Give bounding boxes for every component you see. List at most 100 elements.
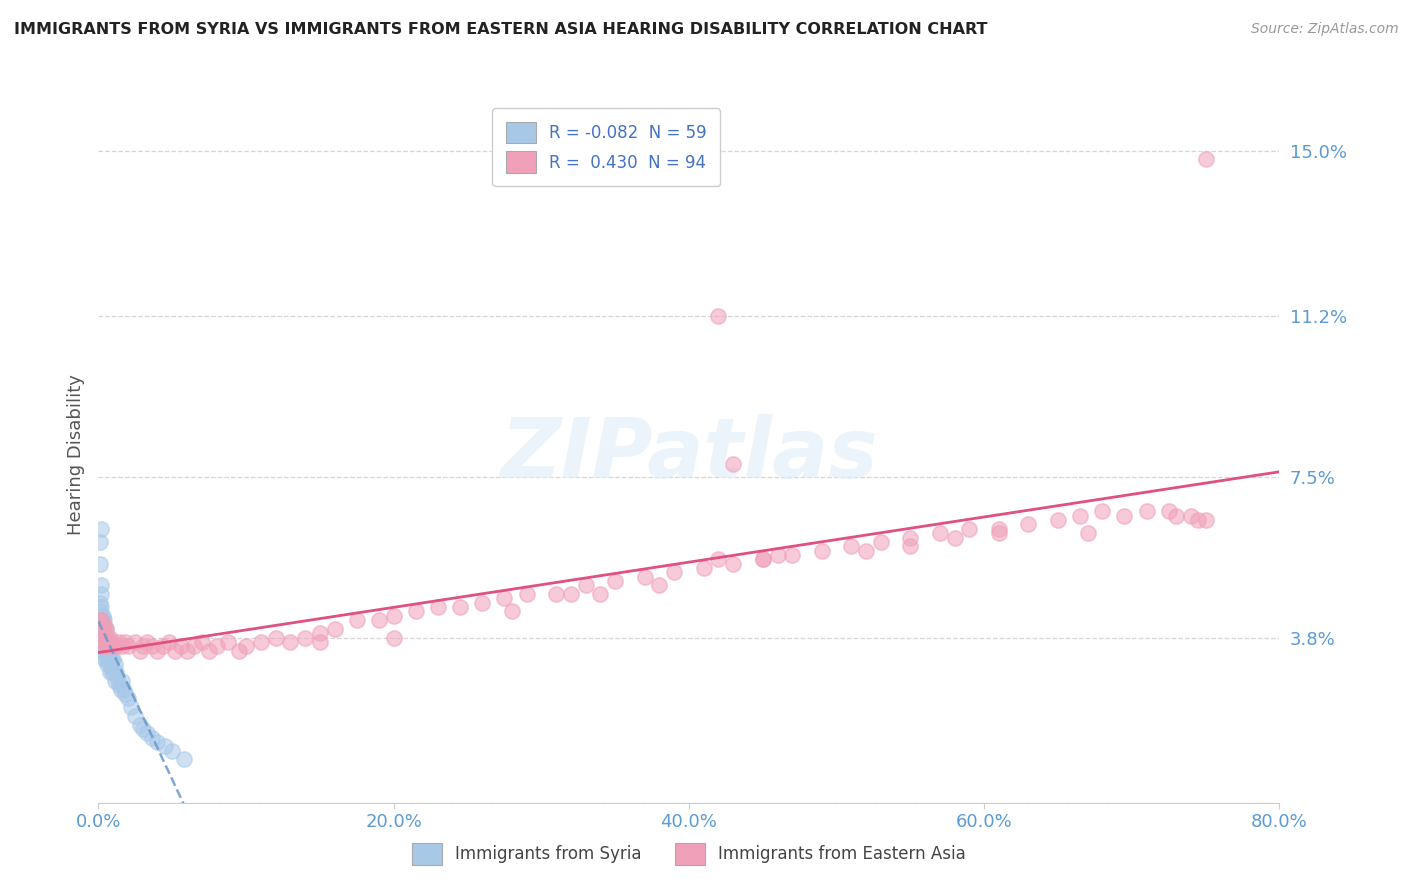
Point [93,635,115,649]
Point [346,613,368,627]
Point [198,643,221,657]
Point [1164,508,1187,523]
Point [605,574,627,588]
Point [309,635,332,649]
Point [90,631,112,645]
Text: IMMIGRANTS FROM SYRIA VS IMMIGRANTS FROM EASTERN ASIA HEARING DISABILITY CORRELA: IMMIGRANTS FROM SYRIA VS IMMIGRANTS FROM… [14,22,987,37]
Point [94,631,117,645]
Point [108,635,131,649]
Point [93,652,115,666]
Point [91,622,114,636]
Point [228,643,250,657]
Point [560,587,582,601]
Point [89,557,111,571]
Point [1069,508,1091,523]
Point [91,613,114,627]
Point [98,652,121,666]
Point [1195,513,1218,527]
Point [494,591,516,606]
Point [766,548,789,562]
Point [91,643,114,657]
Point [471,596,494,610]
Point [89,622,111,636]
Point [405,605,427,619]
Point [323,622,346,636]
Point [110,682,132,697]
Point [94,652,117,666]
Point [105,639,128,653]
Point [751,552,773,566]
Point [309,626,332,640]
Point [100,665,122,680]
Point [900,539,922,553]
Point [368,613,391,627]
Point [1180,508,1202,523]
Point [648,578,671,592]
Point [94,622,117,636]
Point [97,635,120,649]
Point [90,622,112,636]
Point [1195,152,1218,166]
Point [91,608,114,623]
Point [205,639,228,653]
Point [943,531,966,545]
Point [100,652,122,666]
Point [136,726,159,740]
Point [141,731,163,745]
Point [93,613,115,627]
Point [501,605,523,619]
Point [89,605,111,619]
Point [93,617,115,632]
Point [427,600,450,615]
Point [633,570,655,584]
Point [90,600,112,615]
Point [124,635,146,649]
Point [157,635,180,649]
Point [1157,504,1180,518]
Point [1187,513,1209,527]
Point [278,635,302,649]
Point [664,566,686,580]
Point [449,600,471,615]
Y-axis label: Hearing Disability: Hearing Disability [66,375,84,535]
Point [112,682,135,697]
Legend: Immigrants from Syria, Immigrants from Eastern Asia: Immigrants from Syria, Immigrants from E… [398,830,980,878]
Text: ZIPatlas: ZIPatlas [501,415,877,495]
Point [810,543,832,558]
Point [1017,517,1039,532]
Point [515,587,537,601]
Point [987,526,1010,541]
Point [100,639,122,653]
Point [235,639,257,653]
Point [105,665,128,680]
Point [111,639,134,653]
Point [250,635,273,649]
Point [707,552,730,566]
Point [108,678,131,692]
Point [91,635,114,649]
Point [165,643,187,657]
Point [114,687,136,701]
Point [382,631,405,645]
Point [89,535,111,549]
Point [91,622,114,636]
Point [839,539,862,553]
Point [132,722,155,736]
Point [1091,504,1114,518]
Point [89,613,111,627]
Point [90,613,112,627]
Point [153,739,176,754]
Point [1114,508,1136,523]
Point [544,587,567,601]
Point [96,631,118,645]
Point [141,639,163,653]
Point [959,522,981,536]
Point [103,652,125,666]
Point [91,639,114,653]
Point [103,635,125,649]
Point [751,552,773,566]
Point [900,531,922,545]
Point [1077,526,1099,541]
Point [111,674,134,689]
Point [89,613,111,627]
